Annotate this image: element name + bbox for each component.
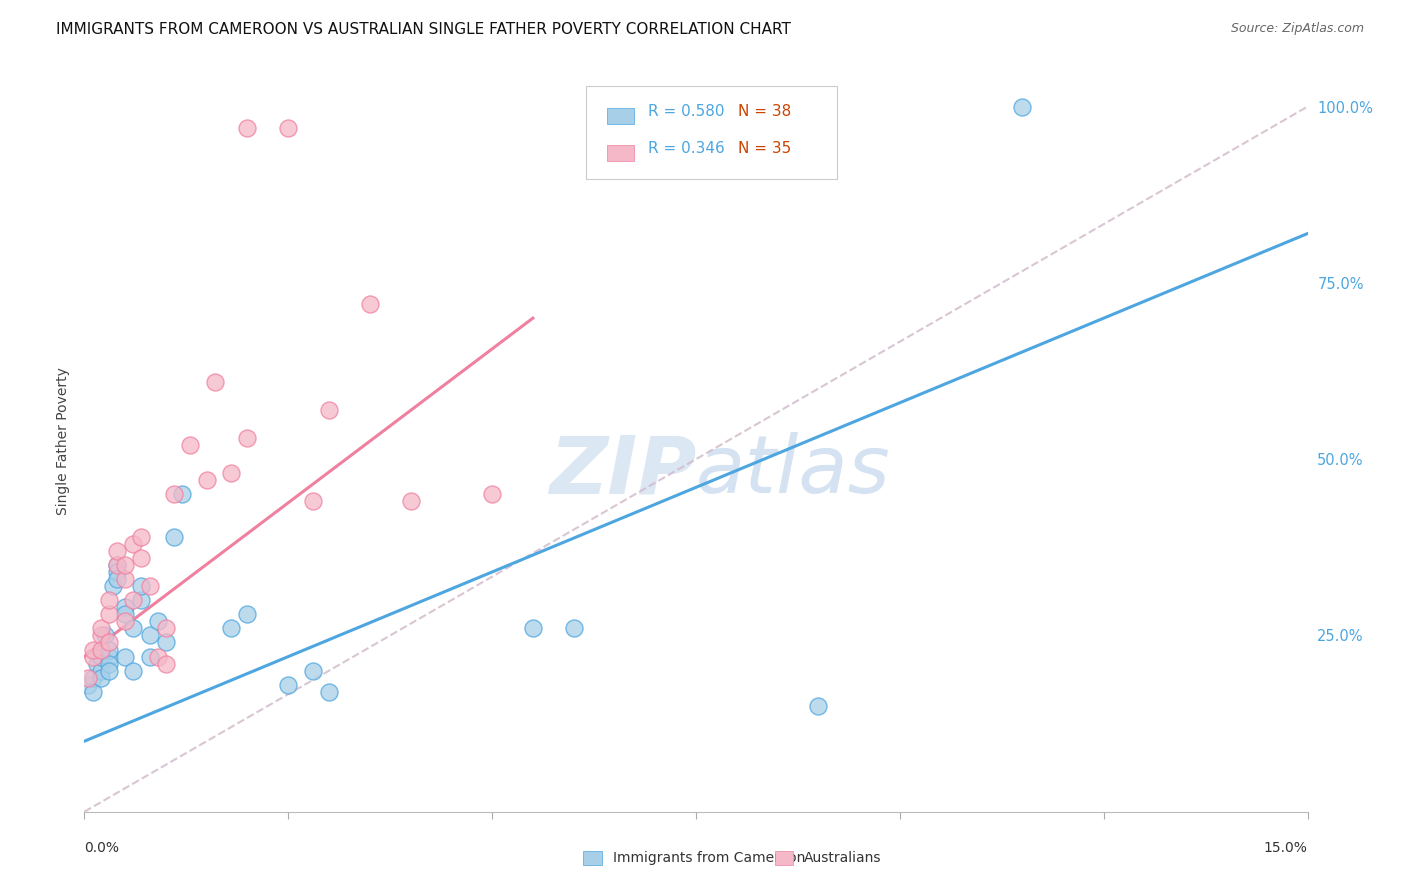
Point xyxy=(93,628,115,642)
FancyBboxPatch shape xyxy=(606,108,634,124)
Point xyxy=(82,642,104,657)
Text: 15.0%: 15.0% xyxy=(1264,841,1308,855)
Point xyxy=(97,649,120,664)
Point xyxy=(155,621,177,635)
Text: N = 35: N = 35 xyxy=(738,141,790,156)
Point xyxy=(105,565,128,579)
Point xyxy=(122,664,145,678)
Point xyxy=(114,615,136,629)
Point xyxy=(114,649,136,664)
Point xyxy=(163,487,186,501)
Point xyxy=(77,678,100,692)
Text: R = 0.580: R = 0.580 xyxy=(648,103,724,119)
Point xyxy=(82,649,104,664)
Point xyxy=(114,607,136,622)
Point xyxy=(97,657,120,671)
Point xyxy=(146,615,169,629)
Point xyxy=(122,537,145,551)
Point xyxy=(90,671,112,685)
Text: Source: ZipAtlas.com: Source: ZipAtlas.com xyxy=(1230,22,1364,36)
Point xyxy=(131,593,153,607)
Text: Immigrants from Cameroon: Immigrants from Cameroon xyxy=(613,851,806,865)
Point xyxy=(97,664,120,678)
Point xyxy=(277,120,299,135)
Point xyxy=(219,621,242,635)
Text: R = 0.346: R = 0.346 xyxy=(648,141,725,156)
Point xyxy=(114,558,136,572)
Point xyxy=(90,621,112,635)
FancyBboxPatch shape xyxy=(586,87,837,178)
Point xyxy=(138,649,160,664)
Point xyxy=(97,642,120,657)
Point xyxy=(82,671,104,685)
Text: IMMIGRANTS FROM CAMEROON VS AUSTRALIAN SINGLE FATHER POVERTY CORRELATION CHART: IMMIGRANTS FROM CAMEROON VS AUSTRALIAN S… xyxy=(56,22,792,37)
Point xyxy=(236,607,259,622)
Point xyxy=(1011,100,1033,114)
Point xyxy=(131,530,153,544)
Point xyxy=(301,494,323,508)
Point xyxy=(86,657,108,671)
Point xyxy=(77,671,100,685)
Point xyxy=(97,593,120,607)
Point xyxy=(138,579,160,593)
FancyBboxPatch shape xyxy=(606,145,634,161)
Point xyxy=(97,607,120,622)
Point xyxy=(204,375,226,389)
Point xyxy=(236,120,259,135)
Point xyxy=(562,621,585,635)
Point xyxy=(138,628,160,642)
Point xyxy=(114,572,136,586)
Y-axis label: Single Father Poverty: Single Father Poverty xyxy=(56,368,70,516)
Point xyxy=(122,593,145,607)
Point xyxy=(481,487,503,501)
Point xyxy=(277,678,299,692)
Point xyxy=(155,635,177,649)
Point xyxy=(236,431,259,445)
Point xyxy=(105,572,128,586)
Point xyxy=(105,558,128,572)
Point xyxy=(318,402,340,417)
Point xyxy=(97,635,120,649)
Point xyxy=(131,550,153,565)
Point xyxy=(172,487,194,501)
Text: ZIP: ZIP xyxy=(548,432,696,510)
Point xyxy=(522,621,544,635)
Point xyxy=(105,558,128,572)
Point xyxy=(146,649,169,664)
Point xyxy=(807,698,830,713)
Point xyxy=(179,438,201,452)
Point xyxy=(90,642,112,657)
Point xyxy=(114,600,136,615)
Text: atlas: atlas xyxy=(696,432,891,510)
Text: N = 38: N = 38 xyxy=(738,103,790,119)
Point xyxy=(219,467,242,481)
Point xyxy=(90,649,112,664)
Text: Australians: Australians xyxy=(804,851,882,865)
Point xyxy=(399,494,422,508)
Point xyxy=(155,657,177,671)
Point xyxy=(195,473,218,487)
Point xyxy=(82,685,104,699)
Point xyxy=(105,544,128,558)
Point xyxy=(122,621,145,635)
Point xyxy=(359,297,381,311)
Point xyxy=(101,579,124,593)
Point xyxy=(90,628,112,642)
Text: 0.0%: 0.0% xyxy=(84,841,120,855)
Point xyxy=(90,664,112,678)
Point xyxy=(131,579,153,593)
Point xyxy=(318,685,340,699)
Point xyxy=(163,530,186,544)
Point xyxy=(301,664,323,678)
